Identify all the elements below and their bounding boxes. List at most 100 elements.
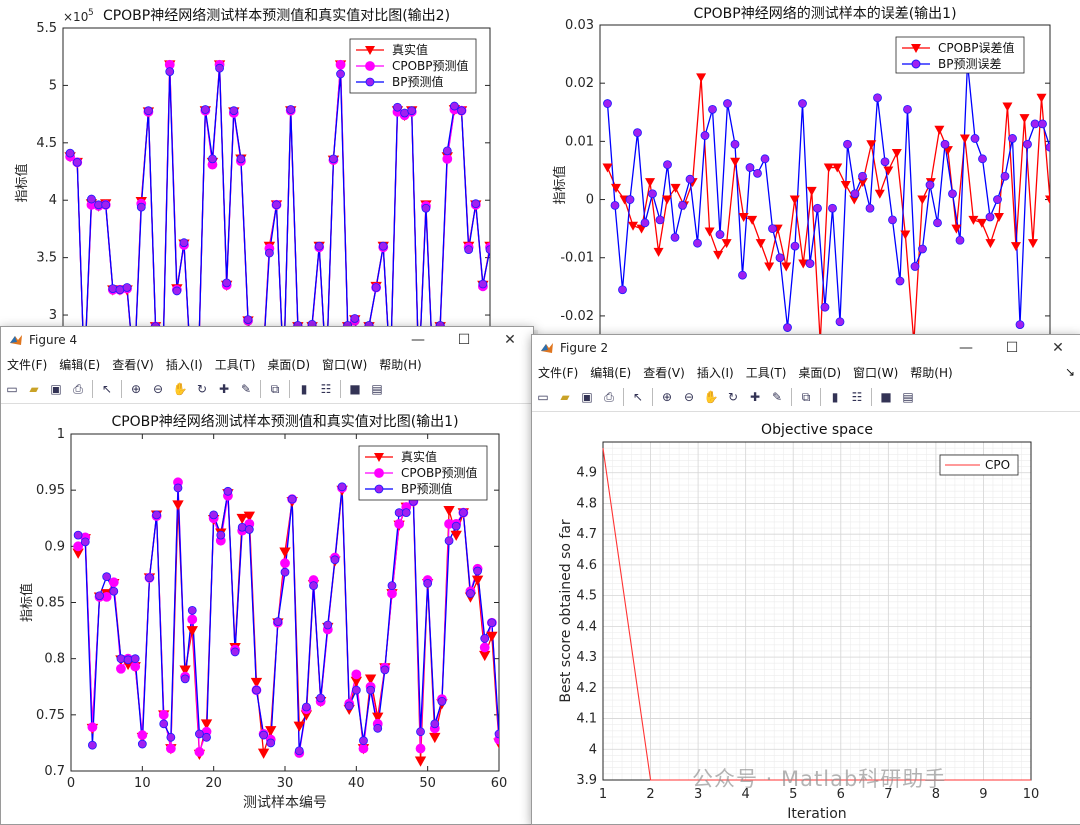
figure2-toolbar: ▭ ▰ ▣ ⎙ ↖ ⊕ ⊖ ✋ ↻ ✚ ✎ ⧉ ▮ ☷ ■ ▤ xyxy=(532,383,1080,412)
true-value-marker xyxy=(179,665,191,676)
bp-error-marker xyxy=(925,180,935,190)
bp-marker xyxy=(200,105,210,114)
save-icon[interactable]: ▣ xyxy=(581,390,593,404)
bp-error-marker xyxy=(970,134,980,143)
legend-icon[interactable]: ☷ xyxy=(851,390,863,404)
cpobp-error-marker xyxy=(611,183,622,193)
y-tick-label: 4.2 xyxy=(576,681,597,696)
cpobp-error-marker xyxy=(730,157,741,167)
x-tick-label: 7 xyxy=(884,787,892,802)
menu-edit[interactable]: 编辑(E) xyxy=(59,357,101,372)
bp-marker xyxy=(136,202,146,212)
menu-tools[interactable]: 工具(T) xyxy=(745,365,787,380)
colorbar-icon[interactable]: ▮ xyxy=(300,382,308,396)
legend-label: BP预测误差 xyxy=(938,57,1001,71)
new-file-icon[interactable]: ▭ xyxy=(6,382,18,396)
pan-icon[interactable]: ✋ xyxy=(172,382,188,396)
bp-error-marker xyxy=(633,128,642,138)
y-tick-label: 5 xyxy=(49,78,57,93)
menu-view[interactable]: 查看(V) xyxy=(643,365,685,380)
close-icon[interactable]: ✕ xyxy=(1052,340,1064,356)
menu-desktop[interactable]: 桌面(D) xyxy=(798,365,842,380)
brush-icon[interactable]: ✎ xyxy=(771,390,783,404)
menu-tools[interactable]: 工具(T) xyxy=(214,357,256,372)
y-tick-label: 0.9 xyxy=(44,539,65,554)
menu-help[interactable]: 帮助(H) xyxy=(910,365,953,380)
maximize-icon[interactable]: ☐ xyxy=(1005,340,1019,356)
colorbar-icon[interactable]: ▮ xyxy=(831,390,839,404)
figure4-window[interactable]: Figure 4 — ☐ ✕ 文件(F) 编辑(E) 查看(V) 插入(I) 工… xyxy=(0,326,534,825)
zoom-in-icon[interactable]: ⊕ xyxy=(661,390,673,404)
cpobp-error-marker xyxy=(789,195,800,205)
hide-tools-icon[interactable]: ■ xyxy=(880,390,892,404)
bp-marker xyxy=(123,655,133,665)
cpobp-error-marker xyxy=(670,183,681,193)
data-cursor-icon[interactable]: ✚ xyxy=(218,382,230,396)
minimize-icon[interactable]: — xyxy=(959,340,973,356)
open-folder-icon[interactable]: ▰ xyxy=(29,382,39,396)
new-file-icon[interactable]: ▭ xyxy=(537,390,549,404)
link-icon[interactable]: ⧉ xyxy=(801,389,811,404)
menu-insert[interactable]: 插入(I) xyxy=(165,357,203,372)
zoom-out-icon[interactable]: ⊖ xyxy=(683,390,695,404)
hide-tools-icon[interactable]: ■ xyxy=(349,382,361,396)
menu-window[interactable]: 窗口(W) xyxy=(322,357,368,372)
toolbar-separator xyxy=(121,380,122,398)
bp-error-marker xyxy=(828,203,837,213)
bp-error-marker xyxy=(1008,134,1017,143)
maximize-icon[interactable]: ☐ xyxy=(457,332,471,348)
link-icon[interactable]: ⧉ xyxy=(270,381,280,396)
menu-window[interactable]: 窗口(W) xyxy=(853,365,899,380)
minimize-icon[interactable]: — xyxy=(411,332,425,348)
zoom-in-icon[interactable]: ⊕ xyxy=(130,382,142,396)
figure4-titlebar[interactable]: Figure 4 — ☐ ✕ xyxy=(1,327,533,353)
x-tick-label: 6 xyxy=(837,787,845,802)
bp-marker xyxy=(286,105,296,114)
toolbar-separator xyxy=(820,388,821,406)
y-tick-label: 4 xyxy=(589,742,597,757)
x-tick-label: 9 xyxy=(979,787,987,802)
cpobp-marker xyxy=(87,722,98,733)
rotate-icon[interactable]: ↻ xyxy=(196,382,208,396)
bp-marker xyxy=(72,157,82,167)
pan-icon[interactable]: ✋ xyxy=(703,390,719,404)
bp-marker xyxy=(179,238,189,248)
y-tick-label: 4.7 xyxy=(576,527,597,542)
bp-marker xyxy=(165,67,175,77)
brush-icon[interactable]: ✎ xyxy=(240,382,252,396)
bp-marker xyxy=(423,579,433,588)
close-icon[interactable]: ✕ xyxy=(504,332,516,348)
bp-error-marker xyxy=(760,154,770,164)
bp-marker xyxy=(259,730,269,740)
menu-view[interactable]: 查看(V) xyxy=(112,357,154,372)
figure2-window[interactable]: Figure 2 — ☐ ✕ 文件(F) 编辑(E) 查看(V) 插入(I) 工… xyxy=(531,334,1080,825)
save-icon[interactable]: ▣ xyxy=(50,382,62,396)
pointer-icon[interactable]: ↖ xyxy=(101,382,113,396)
menu-desktop[interactable]: 桌面(D) xyxy=(267,357,311,372)
bp-error-marker xyxy=(940,139,950,149)
dock-icon[interactable]: ▤ xyxy=(902,390,914,404)
print-icon[interactable]: ⎙ xyxy=(604,389,614,404)
figure4-menubar: 文件(F) 编辑(E) 查看(V) 插入(I) 工具(T) 桌面(D) 窗口(W… xyxy=(1,353,533,375)
zoom-out-icon[interactable]: ⊖ xyxy=(152,382,164,396)
bp-marker xyxy=(373,723,383,733)
menu-insert[interactable]: 插入(I) xyxy=(696,365,734,380)
figure2-titlebar[interactable]: Figure 2 — ☐ ✕ xyxy=(532,335,1080,361)
menu-file[interactable]: 文件(F) xyxy=(538,365,579,380)
rotate-icon[interactable]: ↻ xyxy=(727,390,739,404)
menu-file[interactable]: 文件(F) xyxy=(7,357,48,372)
bp-marker xyxy=(387,581,397,591)
menu-edit[interactable]: 编辑(E) xyxy=(590,365,632,380)
dock-icon[interactable]: ▤ xyxy=(371,382,383,396)
pointer-icon[interactable]: ↖ xyxy=(632,390,644,404)
menu-help[interactable]: 帮助(H) xyxy=(379,357,422,372)
legend-icon[interactable]: ☷ xyxy=(320,382,332,396)
bp-marker xyxy=(264,248,274,258)
cpobp-error-marker xyxy=(857,178,868,188)
open-folder-icon[interactable]: ▰ xyxy=(560,390,570,404)
bp-error-marker xyxy=(858,171,867,181)
print-icon[interactable]: ⎙ xyxy=(73,381,83,396)
menubar-arrow-icon[interactable]: ↘ xyxy=(1064,365,1075,379)
data-cursor-icon[interactable]: ✚ xyxy=(749,390,761,404)
cpobp-error-marker xyxy=(993,213,1004,222)
